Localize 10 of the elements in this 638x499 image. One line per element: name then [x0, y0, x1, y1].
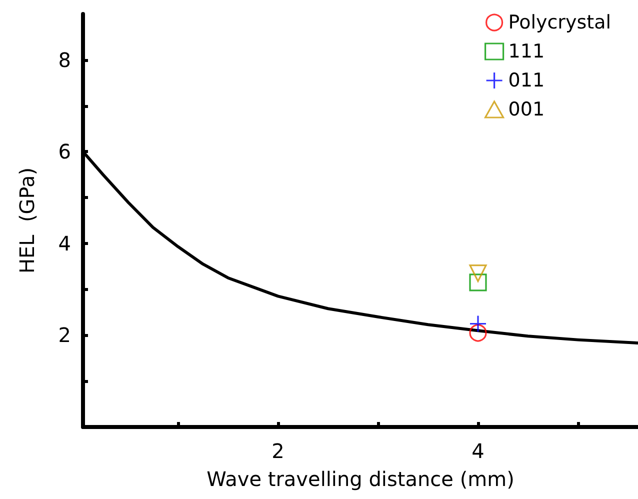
y-axis-title: HEL (GPa) — [15, 167, 39, 274]
legend-label: Polycrystal — [508, 12, 612, 34]
y-tick-label: 4 — [58, 231, 71, 256]
legend-label: 111 — [508, 40, 545, 62]
x-axis-title: Wave travelling distance (mm) — [206, 467, 514, 491]
y-tick-label: 8 — [58, 48, 71, 72]
legend-label: 001 — [508, 98, 545, 120]
y-tick-label: 2 — [58, 323, 71, 348]
y-tick-label: 6 — [58, 140, 71, 164]
legend-label: 011 — [508, 70, 545, 92]
